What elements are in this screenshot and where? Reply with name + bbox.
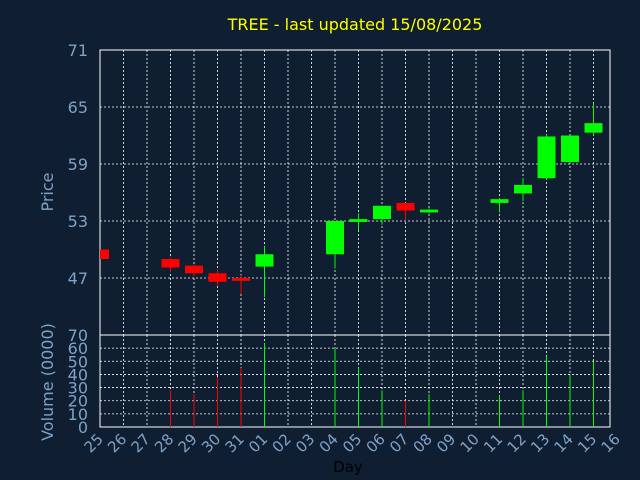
candle-body [561,135,579,163]
x-tick-label: 16 [598,430,624,456]
candle-body [537,136,556,179]
x-tick-label: 15 [574,430,600,456]
volume-tick-label: 30 [68,379,88,398]
x-tick-label: 27 [128,430,154,456]
candle-body [255,254,274,267]
x-tick-label: 31 [222,430,248,456]
candle-body [373,205,391,220]
volume-tick-label: 60 [68,339,88,358]
x-axis-label: Day [333,458,363,476]
volume-bar-series [170,342,594,427]
candle-body [208,273,227,282]
volume-panel-frame [99,334,611,428]
x-tick-label: 06 [363,430,389,456]
price-tick-label: 59 [68,155,88,174]
price-tick-label: 53 [68,212,88,231]
price-tick-label: 65 [68,98,88,117]
price-tick-label: 71 [68,41,88,60]
candle-body [326,221,344,255]
x-tick-label: 07 [386,430,412,456]
x-tick-label: 26 [104,430,130,456]
x-tick-label: 05 [339,430,365,456]
x-tick-label: 03 [292,430,318,456]
volume-tick-label: 40 [68,365,88,384]
x-tick-label: 30 [198,430,224,456]
candle-body [349,219,368,222]
price-axis-label: Price [38,172,57,211]
x-tick-label: 12 [504,430,530,456]
x-tick-label: 13 [527,430,553,456]
candle-body [490,199,509,203]
price-tick-label: 47 [68,269,88,288]
x-tick-label: 29 [175,430,201,456]
x-tick-label: 10 [457,430,483,456]
candle-body [161,259,180,268]
volume-tick-label: 20 [68,392,88,411]
volume-tick-label: 70 [68,326,88,345]
candle-body [584,123,603,133]
candle-body [420,209,438,213]
chart-title: TREE - last updated 15/08/2025 [227,15,483,34]
candlestick-series [100,103,603,297]
candle-body [100,249,109,259]
volume-tick-label: 10 [68,405,88,424]
x-tick-label: 09 [433,430,459,456]
candle-body [514,184,532,194]
price-tick-labels: 47 53 59 65 71 [68,41,88,288]
x-tick-labels: 2526272829303101020304050607080910111213… [81,430,624,456]
candle-body [232,278,250,281]
price-panel-frame [99,49,611,336]
x-tick-label: 01 [245,430,271,456]
volume-tick-label: 0 [78,418,88,437]
x-tick-label: 28 [151,430,177,456]
x-tick-label: 14 [551,430,577,456]
x-tick-label: 11 [480,430,506,456]
volume-axis-label: Volume (0000) [38,323,57,441]
volume-tick-label: 50 [68,352,88,371]
candle-body [396,202,415,211]
x-tick-label: 04 [316,430,342,456]
candle-body [185,265,203,274]
x-tick-label: 08 [410,430,436,456]
x-tick-label: 02 [269,430,295,456]
